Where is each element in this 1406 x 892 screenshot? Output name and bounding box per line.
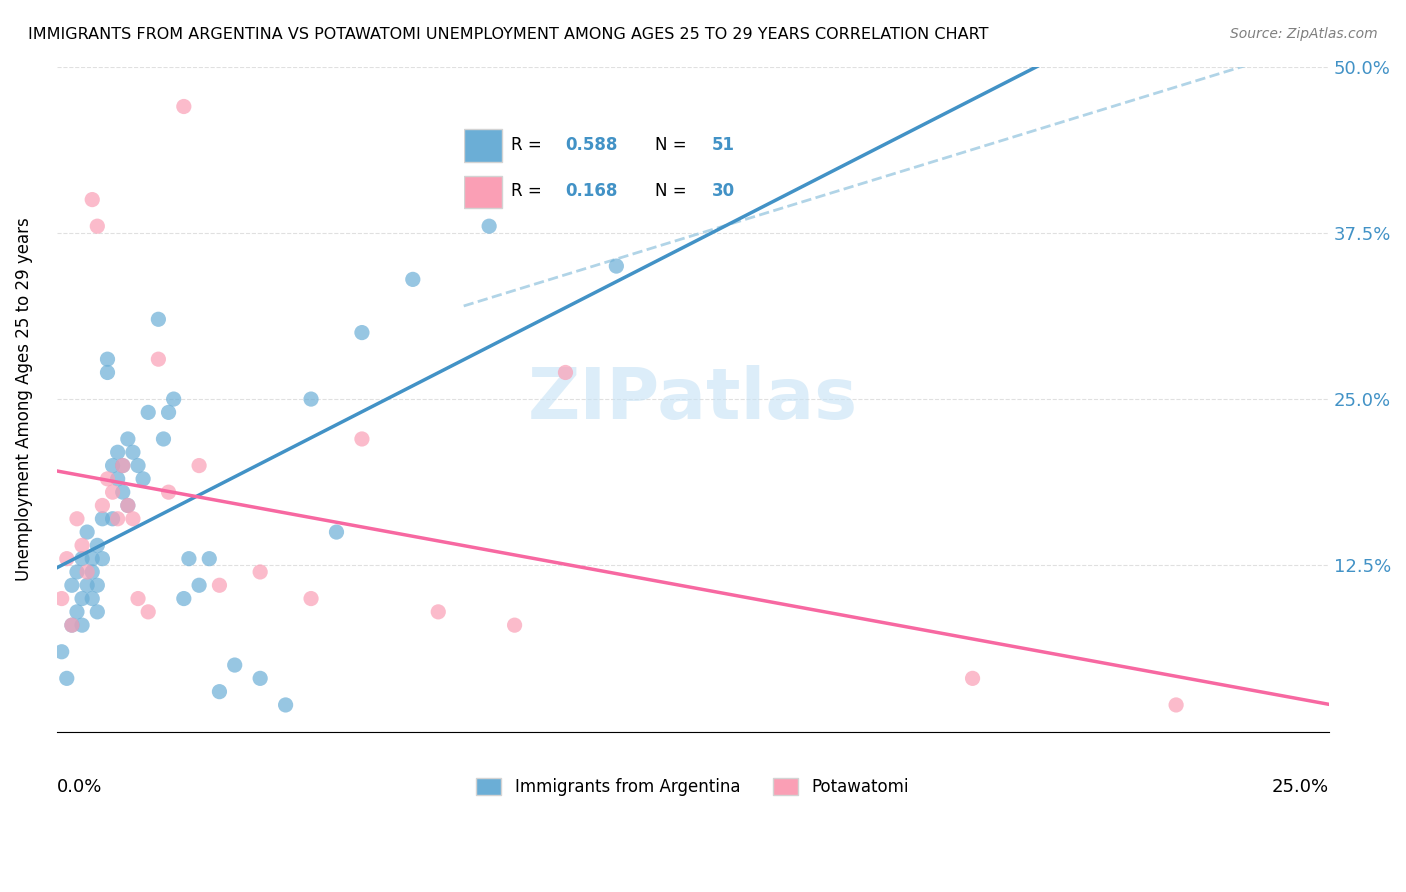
- Point: [56, 551, 79, 566]
- Point: [152, 432, 174, 446]
- Point: [136, 405, 159, 419]
- Point: [60, 618, 83, 632]
- Point: [86, 605, 108, 619]
- Point: [111, 458, 134, 473]
- Point: [111, 458, 134, 473]
- Point: [554, 366, 576, 380]
- Point: [350, 432, 373, 446]
- Point: [86, 578, 108, 592]
- Point: [188, 578, 211, 592]
- Point: [117, 499, 139, 513]
- Point: [249, 671, 271, 685]
- Point: [605, 259, 627, 273]
- Point: [427, 605, 450, 619]
- Text: IMMIGRANTS FROM ARGENTINA VS POTAWATOMI UNEMPLOYMENT AMONG AGES 25 TO 29 YEARS C: IMMIGRANTS FROM ARGENTINA VS POTAWATOMI …: [28, 27, 988, 42]
- Point: [274, 698, 297, 712]
- Point: [107, 445, 129, 459]
- Point: [96, 352, 118, 367]
- Point: [107, 472, 129, 486]
- Point: [91, 499, 114, 513]
- Text: 25.0%: 25.0%: [1271, 778, 1329, 796]
- Point: [173, 591, 195, 606]
- Point: [70, 551, 93, 566]
- Point: [402, 272, 425, 286]
- Point: [157, 485, 180, 500]
- Point: [91, 512, 114, 526]
- Point: [117, 432, 139, 446]
- Point: [96, 472, 118, 486]
- Point: [157, 405, 180, 419]
- Point: [101, 512, 124, 526]
- Point: [163, 392, 186, 406]
- Point: [224, 658, 246, 673]
- Point: [86, 219, 108, 234]
- Point: [208, 578, 231, 592]
- Point: [136, 605, 159, 619]
- Point: [188, 458, 211, 473]
- Point: [122, 512, 145, 526]
- Point: [148, 352, 170, 367]
- Point: [91, 551, 114, 566]
- Point: [962, 671, 984, 685]
- Point: [177, 551, 200, 566]
- Point: [82, 551, 104, 566]
- Point: [76, 578, 98, 592]
- Point: [122, 445, 145, 459]
- Point: [325, 524, 347, 539]
- Point: [478, 219, 501, 234]
- Point: [503, 618, 526, 632]
- Point: [76, 565, 98, 579]
- Point: [111, 485, 134, 500]
- Point: [96, 366, 118, 380]
- Point: [101, 485, 124, 500]
- Text: 0.0%: 0.0%: [56, 778, 103, 796]
- Point: [1164, 698, 1187, 712]
- Point: [132, 472, 155, 486]
- Point: [76, 524, 98, 539]
- Point: [70, 591, 93, 606]
- Point: [127, 591, 149, 606]
- Y-axis label: Unemployment Among Ages 25 to 29 years: Unemployment Among Ages 25 to 29 years: [15, 217, 32, 581]
- Point: [299, 392, 322, 406]
- Point: [70, 618, 93, 632]
- Point: [82, 193, 104, 207]
- Point: [173, 99, 195, 113]
- Text: ZIPatlas: ZIPatlas: [527, 365, 858, 434]
- Point: [51, 645, 73, 659]
- Point: [66, 512, 89, 526]
- Point: [82, 591, 104, 606]
- Point: [299, 591, 322, 606]
- Point: [60, 618, 83, 632]
- Point: [86, 538, 108, 552]
- Point: [51, 591, 73, 606]
- Point: [56, 671, 79, 685]
- Point: [249, 565, 271, 579]
- Point: [198, 551, 221, 566]
- Point: [117, 499, 139, 513]
- Point: [70, 538, 93, 552]
- Point: [208, 684, 231, 698]
- Text: Source: ZipAtlas.com: Source: ZipAtlas.com: [1230, 27, 1378, 41]
- Point: [60, 578, 83, 592]
- Point: [66, 565, 89, 579]
- Point: [107, 512, 129, 526]
- Point: [82, 565, 104, 579]
- Point: [127, 458, 149, 473]
- Point: [66, 605, 89, 619]
- Point: [350, 326, 373, 340]
- Legend: Immigrants from Argentina, Potawatomi: Immigrants from Argentina, Potawatomi: [470, 772, 915, 803]
- Point: [101, 458, 124, 473]
- Point: [148, 312, 170, 326]
